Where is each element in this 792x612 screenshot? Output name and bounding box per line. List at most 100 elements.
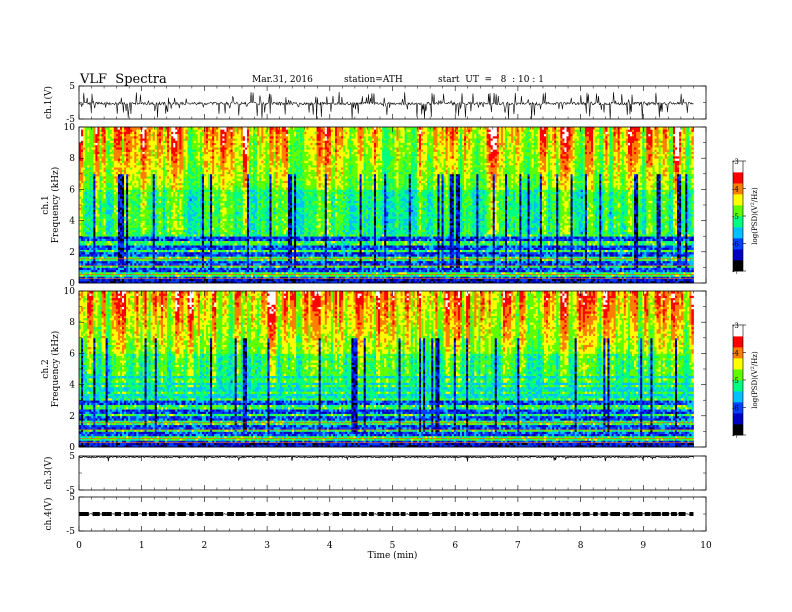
ch4-pulse — [633, 512, 643, 516]
ch4-pulse — [393, 512, 399, 516]
x-tick-label: 3 — [264, 541, 270, 551]
ch1-waveform-trace — [79, 92, 693, 119]
ch4-pulse — [441, 512, 447, 516]
x-axis-label: Time (min) — [368, 550, 418, 561]
ch4-pulse — [292, 512, 300, 516]
colorbar-tick-label: -4 — [732, 350, 739, 358]
ch3-waveform-trace — [79, 456, 693, 461]
ch4-pulse — [523, 512, 532, 516]
ch4-pulse — [149, 512, 157, 516]
ch4-pulse — [142, 512, 147, 516]
y-tick-label: 6 — [69, 185, 75, 195]
ch4-pulse — [544, 512, 549, 516]
ch4-pulse — [457, 512, 463, 516]
x-tick-label: 1 — [139, 541, 145, 551]
ch4-pulse — [303, 512, 311, 516]
ch4-pulse — [566, 512, 571, 516]
x-tick-label: 2 — [202, 541, 208, 551]
ch4-pulse — [419, 512, 429, 516]
colorbar-label: log(PSD)(V2/Hz) — [750, 187, 759, 245]
ch4-pulse — [432, 512, 440, 516]
ch2-spectrogram-cells — [79, 291, 694, 447]
ch4-pulse — [551, 512, 558, 516]
colorbar-tick-label: -5 — [732, 377, 739, 385]
colorbar-tick-label: -7 — [732, 432, 739, 440]
ch4-pulse — [269, 512, 275, 516]
x-tick-label: 0 — [76, 541, 82, 551]
y-tick-label: 8 — [69, 318, 75, 328]
x-tick-label: 4 — [327, 541, 333, 551]
x-tick-label: 7 — [515, 541, 521, 551]
ch4-pulse — [236, 512, 245, 516]
y-tick-label: 4 — [69, 381, 75, 391]
ch4-pulse — [560, 512, 564, 516]
ch4-pulse — [361, 512, 367, 516]
ch1-waveform-ylabel: ch.1(V) — [43, 86, 54, 119]
ch4-pulse — [256, 512, 266, 516]
ch1-spectrogram-ylabel-frequency: Frequency (kHz) — [50, 167, 61, 244]
ch2-spectrogram-ylabel-channel: ch.2 — [41, 359, 51, 378]
y-tick-label: 10 — [64, 287, 76, 297]
ch4-pulse — [491, 512, 498, 516]
ch4-pulse — [115, 512, 121, 516]
ch4-pulse — [583, 512, 590, 516]
colorbar-tick-label: -3 — [732, 322, 739, 330]
ch4-pulse — [651, 512, 660, 516]
ch4-pulse — [333, 512, 339, 516]
ch4-pulse — [369, 512, 374, 516]
ch3-waveform-frame — [79, 456, 706, 490]
ch4-pulse — [247, 512, 254, 516]
ch4-pulse — [481, 512, 490, 516]
ch1-spectrogram-ylabel-channel: ch.1 — [41, 195, 51, 214]
colorbar-tick-label: -4 — [732, 186, 739, 194]
ch4-pulse — [610, 512, 620, 516]
y-tick-label: 8 — [69, 154, 75, 164]
ch3-waveform-ylabel: ch.3(V) — [43, 457, 54, 490]
ch4-pulse — [473, 512, 478, 516]
ch4-pulse — [645, 512, 651, 516]
colorbar-tick-label: -3 — [732, 158, 739, 166]
ch4-pulse — [124, 512, 130, 516]
ch4-pulse — [93, 512, 100, 516]
ch4-pulse — [409, 512, 417, 516]
ch4-pulse — [205, 512, 213, 516]
ch4-pulse — [227, 512, 234, 516]
ch4-pulse — [689, 512, 693, 516]
colorbar-tick-label: -7 — [732, 268, 739, 276]
ch4-pulse — [465, 512, 470, 516]
ch2-spectrogram-ylabel-frequency: Frequency (kHz) — [50, 331, 61, 408]
ch4-pulse — [168, 512, 174, 516]
y-tick-label: 4 — [69, 217, 75, 227]
ch4-pulse — [353, 512, 359, 516]
ch4-pulse — [671, 512, 677, 516]
ch4-pulse — [313, 512, 321, 516]
ch4-pulse — [287, 512, 291, 516]
ch4-pulse — [131, 512, 138, 516]
ch4-pulse — [197, 512, 203, 516]
ch4-pulse — [342, 512, 352, 516]
ch4-pulse — [534, 512, 541, 516]
x-tick-label: 9 — [640, 541, 646, 551]
ch4-pulse — [102, 512, 112, 516]
ch4-pulse — [378, 512, 384, 516]
ch4-pulse — [189, 512, 194, 516]
ch4-pulse — [401, 512, 406, 516]
ch4-pulse — [593, 512, 598, 516]
ch4-pulse — [386, 512, 391, 516]
spectrogram-column — [691, 127, 693, 283]
ch4-pulse — [324, 512, 329, 516]
x-tick-label: 8 — [578, 541, 584, 551]
ch1-spectrogram-cells — [79, 127, 694, 283]
ch4-pulse — [573, 512, 580, 516]
ch4-pulse — [601, 512, 608, 516]
vlf-spectra-figure: -3-4-5-6-7log(PSD)(V2/Hz)-3-4-5-6-7log(P… — [0, 0, 792, 612]
ch4-waveform-ylabel: ch.4(V) — [43, 498, 54, 531]
ch4-pulse — [277, 512, 284, 516]
colorbar-label: log(PSD)(V2/Hz) — [750, 351, 759, 409]
y-tick-label: 2 — [69, 412, 75, 422]
y-tick-label: 6 — [69, 349, 75, 359]
x-tick-label: 10 — [700, 541, 712, 551]
ch4-pulse — [215, 512, 223, 516]
